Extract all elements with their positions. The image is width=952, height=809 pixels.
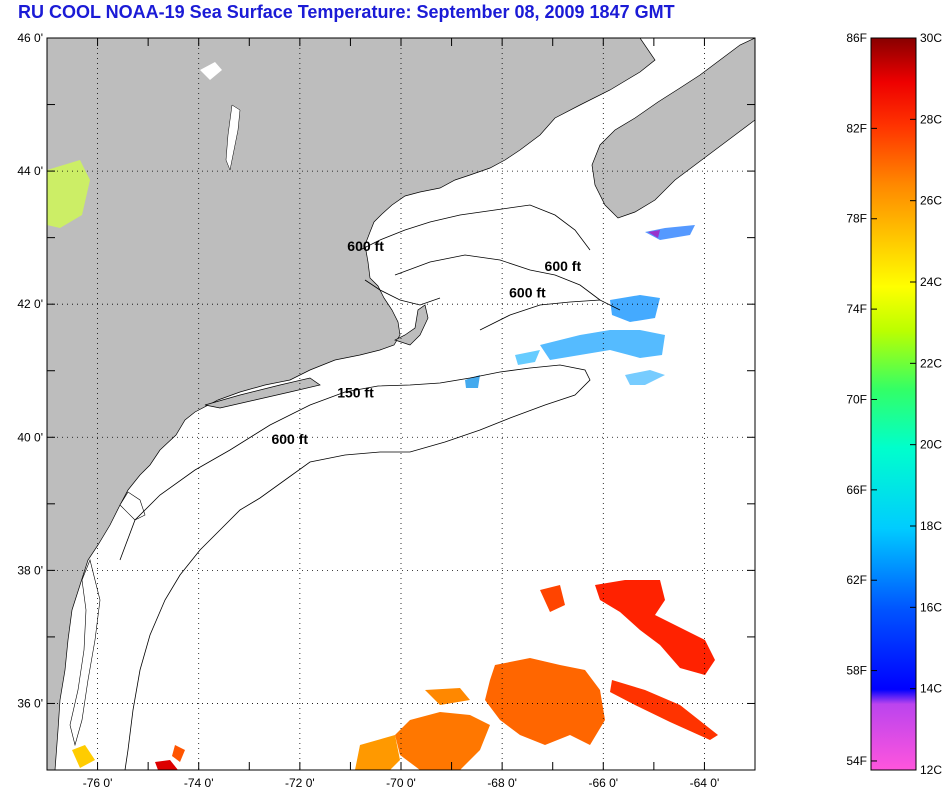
lake-champlain: [225, 104, 241, 171]
fahrenheit-label: 70F: [846, 392, 867, 406]
fahrenheit-label: 86F: [846, 31, 867, 45]
lon-tick-label: -70 0': [386, 776, 416, 790]
lat-tick-label: 38 0': [17, 563, 43, 577]
fahrenheit-label: 58F: [846, 664, 867, 678]
lat-tick-label: 40 0': [17, 430, 43, 444]
lake-ontario-edge: [47, 160, 90, 228]
celsius-label: 12C: [920, 763, 942, 777]
sst-patches: [72, 225, 718, 770]
celsius-label: 20C: [920, 438, 942, 452]
celsius-label: 14C: [920, 682, 942, 696]
lon-tick-label: -68 0': [487, 776, 517, 790]
land-mainland: [47, 38, 656, 770]
celsius-label: 24C: [920, 275, 942, 289]
lon-tick-label: -72 0': [285, 776, 315, 790]
lat-tick-label: 46 0': [17, 31, 43, 45]
inland-lake: [200, 62, 222, 80]
contour-label: 600 ft: [545, 258, 582, 274]
lon-tick-label: -66 0': [588, 776, 618, 790]
contour-label: 600 ft: [347, 238, 384, 254]
axis-ticks: 46 0' 44 0' 42 0' 40 0' 38 0' 36 0' -76 0' -74 …: [17, 31, 756, 790]
land-nova-scotia: [591, 38, 755, 219]
chesapeake-bay: [69, 559, 101, 747]
celsius-label: 18C: [920, 519, 942, 533]
lat-tick-label: 36 0': [17, 696, 43, 710]
contour-label: 600 ft: [271, 431, 308, 447]
lon-tick-label: -76 0': [83, 776, 113, 790]
lat-tick-label: 44 0': [17, 164, 43, 178]
fahrenheit-label: 78F: [846, 212, 867, 226]
land-long-island: [204, 377, 321, 409]
celsius-label: 16C: [920, 600, 942, 614]
graticule: [47, 37, 755, 770]
land-cape-cod: [394, 304, 429, 346]
fahrenheit-label: 62F: [846, 573, 867, 587]
fahrenheit-label: 74F: [846, 302, 867, 316]
lon-tick-label: -64 0': [690, 776, 720, 790]
fahrenheit-label: 66F: [846, 483, 867, 497]
fahrenheit-label: 54F: [846, 754, 867, 768]
colorbar: [870, 37, 917, 771]
celsius-label: 22C: [920, 356, 942, 370]
bathymetry-contours: [119, 204, 621, 770]
contour-label: 600 ft: [509, 285, 546, 301]
contour-labels: 600 ft 600 ft 600 ft 150 ft 600 ft: [271, 238, 581, 447]
lon-tick-label: -74 0': [184, 776, 214, 790]
celsius-label: 30C: [920, 31, 942, 45]
lat-tick-label: 42 0': [17, 297, 43, 311]
map-title: RU COOL NOAA-19 Sea Surface Temperature:…: [18, 2, 675, 22]
delaware-bay: [119, 491, 146, 521]
colorbar-labels: 30C 28C 26C 24C 22C 20C 18C 16C 14C 12C 86F 82F 78F 7…: [846, 31, 942, 777]
fahrenheit-label: 82F: [846, 121, 867, 135]
celsius-label: 26C: [920, 194, 942, 208]
contour-label: 150 ft: [337, 384, 374, 400]
celsius-label: 28C: [920, 112, 942, 126]
